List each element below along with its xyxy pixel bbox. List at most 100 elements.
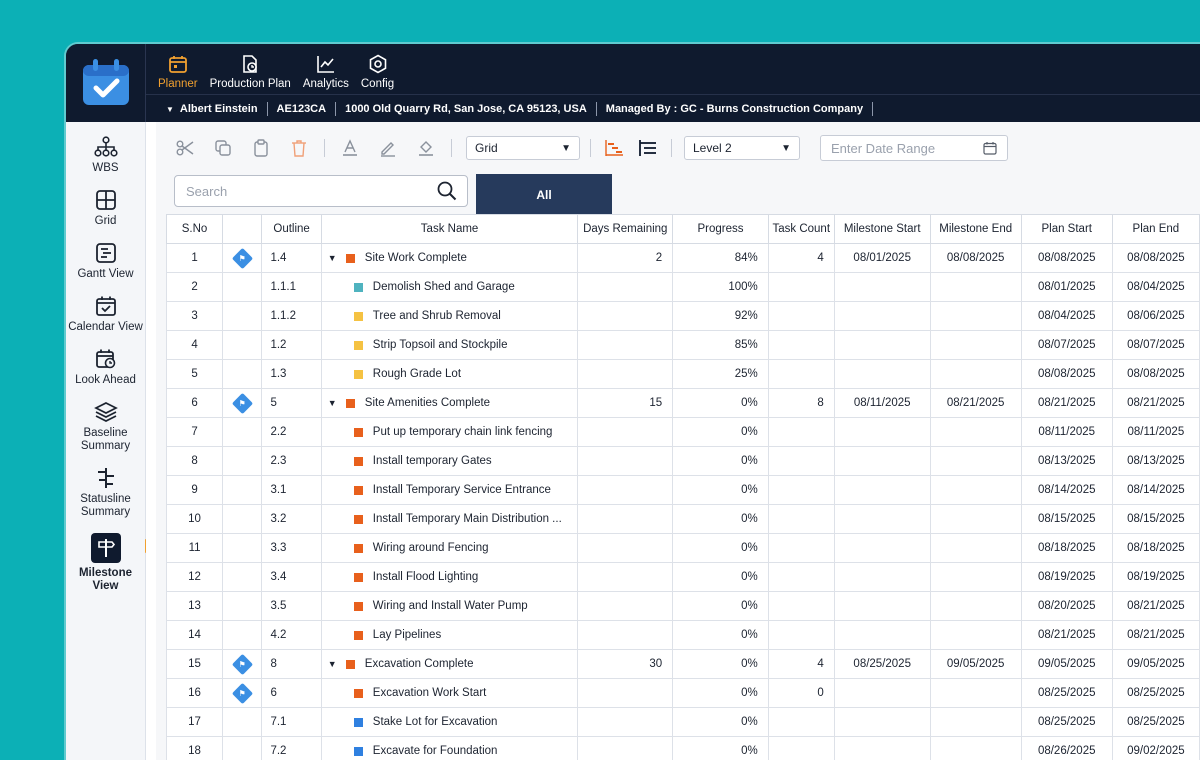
column-header-outline[interactable]: Outline (261, 214, 322, 244)
sidebar-item-calendar[interactable]: Calendar View (66, 281, 145, 334)
cell-task-name[interactable]: Tree and Shrub Removal (320, 301, 579, 331)
column-header-plan-start[interactable]: Plan Start (1020, 214, 1113, 244)
table-row[interactable]: 18 7.2 Excavate for Foundation 0% 08/26/2025… (165, 736, 1200, 760)
indent-icon[interactable] (631, 134, 665, 162)
table-row[interactable]: 14 4.2 Lay Pipelines 0% 08/21/2025 08/21/2025 (165, 620, 1200, 650)
cell-task-name[interactable]: Install Flood Lighting (320, 562, 579, 592)
table-row[interactable]: 17 7.1 Stake Lot for Excavation 0% 08/25/202… (165, 707, 1200, 737)
cell-progress: 0% (672, 446, 769, 476)
column-header-task-name[interactable]: Task Name (320, 214, 579, 244)
milestone-diamond-icon[interactable]: ⚑ (231, 392, 253, 414)
cut-icon[interactable] (166, 134, 204, 162)
sidebar-item-milestone[interactable]: Milestone View (66, 519, 149, 593)
table-row[interactable]: 2 1.1.1 Demolish Shed and Garage 100% 08/01/… (165, 272, 1200, 302)
search-input[interactable]: Search (174, 175, 468, 207)
expand-caret-icon[interactable]: ▼ (327, 659, 337, 669)
table-row[interactable]: 5 1.3 Rough Grade Lot 25% 08/08/2025 08/08/20… (165, 359, 1200, 389)
column-header-progress[interactable]: Progress (672, 214, 769, 244)
view-select[interactable]: Grid ▼ (466, 136, 580, 160)
cell-outline: 2.3 (261, 446, 322, 476)
expand-caret-icon[interactable]: ▼ (327, 398, 337, 408)
cell-task-name[interactable]: Excavate for Foundation (320, 736, 579, 760)
sidebar-item-baseline[interactable]: Baseline Summary (66, 387, 145, 453)
cell-task-name[interactable]: ▼ Site Amenities Complete (320, 388, 579, 418)
cell-task-name[interactable]: Install temporary Gates (320, 446, 579, 476)
sidebar-item-look-ahead[interactable]: Look Ahead (66, 334, 145, 387)
sidebar-item-gantt[interactable]: Gantt View (66, 228, 145, 281)
critical-path-icon[interactable] (597, 134, 631, 162)
cell-milestone-end (929, 504, 1022, 534)
expand-caret-icon[interactable]: ▼ (327, 253, 337, 263)
sidebar-item-statusline[interactable]: Statusline Summary (66, 453, 145, 519)
pen-icon[interactable] (369, 134, 407, 162)
table-row[interactable]: 3 1.1.2 Tree and Shrub Removal 92% 08/04/202… (165, 301, 1200, 331)
nav-analytics[interactable]: Analytics (297, 44, 355, 94)
cell-task-name[interactable]: Rough Grade Lot (320, 359, 579, 389)
cell-task-name[interactable]: Stake Lot for Excavation (320, 707, 579, 737)
project-info-bar: ▼ Albert Einstein AE123CA 1000 Old Quarry… (146, 94, 1200, 122)
milestone-diamond-icon[interactable]: ⚑ (231, 682, 253, 704)
cell-task-name[interactable]: Strip Topsoil and Stockpile (320, 330, 579, 360)
table-row[interactable]: 8 2.3 Install temporary Gates 0% 08/13/2025 0… (165, 446, 1200, 476)
table-row[interactable]: 1 ⚑ 1.4 ▼ Site Work Complete 2 84% 4 08/01/2025 0… (165, 243, 1200, 273)
fill-color-icon[interactable] (407, 134, 445, 162)
cell-task-name[interactable]: Install Temporary Service Entrance (320, 475, 579, 505)
delete-icon[interactable] (280, 134, 318, 162)
user-selector[interactable]: ▼ Albert Einstein (166, 101, 268, 116)
cell-task-name[interactable]: Wiring and Install Water Pump (320, 591, 579, 621)
cell-progress: 0% (672, 533, 769, 563)
task-name-text: Rough Grade Lot (372, 368, 462, 380)
cell-plan-end: 08/15/2025 (1111, 504, 1200, 534)
text-color-icon[interactable] (331, 134, 369, 162)
cell-plan-start: 08/26/2025 (1020, 736, 1113, 760)
column-header-plan-end[interactable]: Plan End (1111, 214, 1200, 244)
table-row[interactable]: 9 3.1 Install Temporary Service Entrance 0%… (165, 475, 1200, 505)
date-range-input[interactable]: Enter Date Range (820, 135, 1008, 161)
cell-task-name[interactable]: Install Temporary Main Distribution ... (320, 504, 579, 534)
column-header-days-remaining[interactable]: Days Remaining (577, 214, 674, 244)
column-header-task-count[interactable]: Task Count (767, 214, 835, 244)
paste-icon[interactable] (242, 134, 280, 162)
column-header-milestone-end[interactable]: Milestone End (929, 214, 1022, 244)
column-header-milestone-start[interactable]: Milestone Start (833, 214, 931, 244)
status-color-swatch (353, 543, 363, 553)
status-color-swatch (353, 601, 363, 611)
sidebar-item-grid[interactable]: Grid (66, 175, 145, 228)
cell-milestone-flag (222, 475, 263, 505)
table-row[interactable]: 12 3.4 Install Flood Lighting 0% 08/19/2025 0… (165, 562, 1200, 592)
cell-plan-start: 08/15/2025 (1020, 504, 1113, 534)
nav-config[interactable]: Config (355, 44, 400, 94)
milestone-table: S.No Outline Task Name Days Remaining Pr… (165, 214, 1200, 760)
search-row: Search All (174, 174, 612, 216)
tab-all[interactable]: All (476, 174, 612, 216)
cell-task-name[interactable]: Put up temporary chain link fencing (320, 417, 579, 447)
cell-task-name[interactable]: Wiring around Fencing (320, 533, 579, 563)
nav-planner[interactable]: Planner (152, 44, 204, 94)
cell-task-name[interactable]: ▼ Excavation Complete (320, 649, 579, 679)
cell-task-name[interactable]: Demolish Shed and Garage (320, 272, 579, 302)
level-select[interactable]: Level 2 ▼ (684, 136, 800, 160)
table-row[interactable]: 10 3.2 Install Temporary Main Distribution… (165, 504, 1200, 534)
table-row[interactable]: 16 ⚑ 6 Excavation Work Start 0% 0 08/25/2025 08… (165, 678, 1200, 708)
table-row[interactable]: 4 1.2 Strip Topsoil and Stockpile 85% 08/07/… (165, 330, 1200, 360)
sidebar-item-wbs[interactable]: WBS (66, 122, 145, 175)
config-icon (368, 52, 388, 76)
nav-production-plan[interactable]: Production Plan (204, 44, 297, 94)
table-row[interactable]: 6 ⚑ 5 ▼ Site Amenities Complete 15 0% 8 08/11/20… (165, 388, 1200, 418)
table-row[interactable]: 15 ⚑ 8 ▼ Excavation Complete 30 0% 4 08/25/2025 0… (165, 649, 1200, 679)
table-row[interactable]: 13 3.5 Wiring and Install Water Pump 0% 08/2… (165, 591, 1200, 621)
milestone-diamond-icon[interactable]: ⚑ (231, 653, 253, 675)
milestone-diamond-icon[interactable]: ⚑ (231, 247, 253, 269)
task-name-text: Site Amenities Complete (364, 397, 491, 409)
column-header-sno[interactable]: S.No (165, 214, 224, 244)
table-row[interactable]: 7 2.2 Put up temporary chain link fencing 0… (165, 417, 1200, 447)
table-row[interactable]: 11 3.3 Wiring around Fencing 0% 08/18/2025 08… (165, 533, 1200, 563)
cell-task-name[interactable]: Lay Pipelines (320, 620, 579, 650)
column-header-milestone-flag[interactable] (222, 214, 263, 244)
cell-task-name[interactable]: ▼ Site Work Complete (320, 243, 579, 273)
app-logo[interactable] (66, 44, 146, 122)
copy-icon[interactable] (204, 134, 242, 162)
cell-outline: 5 (261, 388, 322, 418)
toolbar-divider (671, 139, 672, 157)
cell-task-name[interactable]: Excavation Work Start (320, 678, 579, 708)
